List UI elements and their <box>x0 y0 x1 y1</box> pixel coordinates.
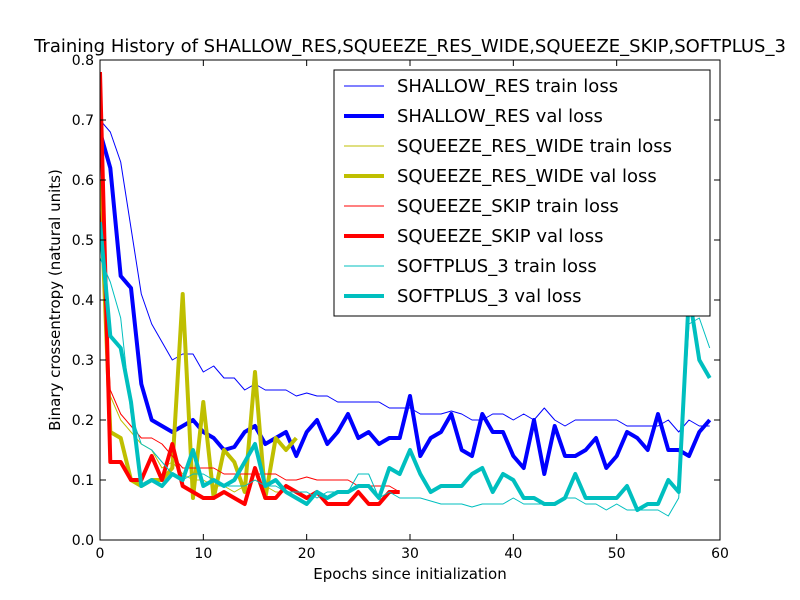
x-tick-label: 0 <box>96 546 105 562</box>
legend-box <box>333 69 711 317</box>
series-line-squeeze-skip-train-loss <box>100 209 400 493</box>
x-tick-label: 30 <box>401 546 419 562</box>
y-axis-label: Binary crossentropy (natural units) <box>46 169 64 431</box>
series-line-softplus-3-val-loss <box>100 221 712 512</box>
series-line-shallow-res-train-loss <box>100 119 710 433</box>
x-tick-label: 50 <box>608 546 626 562</box>
x-tick-label: 10 <box>194 546 212 562</box>
plot-frame <box>99 59 721 541</box>
legend-entry: SOFTPLUS_3 train loss <box>397 256 597 277</box>
y-tick-label: 0.5 <box>72 233 94 249</box>
legend-entry: SHALLOW_RES val loss <box>397 106 603 127</box>
x-tick-label: 40 <box>504 546 522 562</box>
y-tick-label: 0.1 <box>72 473 94 489</box>
y-tick-label: 0.7 <box>72 113 94 129</box>
x-tick-label: 60 <box>711 546 729 562</box>
legend-entry: SQUEEZE_SKIP val loss <box>397 226 604 247</box>
y-tick-label: 0.2 <box>72 413 94 429</box>
legend-entry: SQUEEZE_SKIP train loss <box>397 196 619 217</box>
legend-entry: SHALLOW_RES train loss <box>397 76 618 97</box>
x-tick-label: 20 <box>298 546 316 562</box>
legend-entry: SOFTPLUS_3 val loss <box>397 286 582 307</box>
series-line-squeeze-skip-val-loss <box>100 71 400 506</box>
y-tick-label: 0.8 <box>72 53 94 69</box>
y-tick-label: 0.3 <box>72 353 94 369</box>
y-tick-label: 0.4 <box>72 293 94 309</box>
y-tick-label: 0.0 <box>72 533 94 549</box>
legend-entry: SQUEEZE_RES_WIDE val loss <box>397 166 657 187</box>
legend-entry: SQUEEZE_RES_WIDE train loss <box>397 136 672 157</box>
chart-title: Training History of SHALLOW_RES,SQUEEZE_… <box>33 36 786 57</box>
legend: SHALLOW_RES train loss SHALLOW_RES val lo… <box>333 69 711 317</box>
y-tick-label: 0.6 <box>72 173 94 189</box>
x-axis-label: Epochs since initialization <box>313 565 506 583</box>
